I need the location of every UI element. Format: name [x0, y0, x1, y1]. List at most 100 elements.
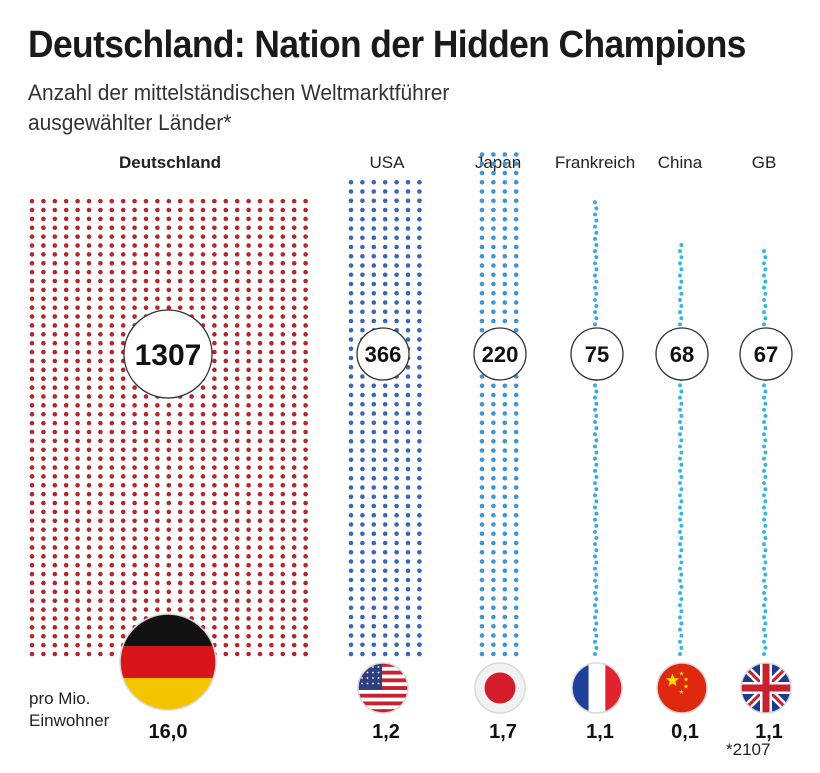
unit-dot — [491, 633, 496, 638]
unit-dot — [303, 554, 308, 559]
unit-dot — [594, 633, 599, 638]
unit-dot — [762, 542, 766, 547]
unit-dot — [678, 481, 682, 486]
unit-dot — [98, 429, 103, 435]
unit-dot — [200, 429, 206, 435]
unit-dot — [212, 429, 217, 435]
unit-dot — [223, 482, 229, 488]
unit-dot — [166, 287, 172, 293]
unit-dot — [679, 279, 684, 284]
unit-dot — [593, 224, 597, 229]
unit-dot — [679, 438, 684, 443]
unit-dot — [98, 198, 103, 204]
unit-dot — [348, 272, 354, 278]
unit-dot — [223, 385, 229, 390]
unit-dot — [360, 503, 365, 509]
unit-dot — [502, 475, 508, 481]
unit-dot — [291, 642, 297, 648]
unit-dot — [678, 590, 682, 595]
unit-dot — [291, 633, 297, 639]
unit-dot — [52, 429, 58, 435]
unit-dot — [513, 651, 519, 657]
unit-dot — [212, 234, 217, 239]
unit-dot — [200, 305, 206, 310]
unit-dot — [491, 179, 496, 185]
unit-dot — [382, 448, 388, 453]
unit-dot — [257, 554, 263, 559]
unit-dot — [223, 429, 229, 435]
unit-dot — [479, 244, 485, 250]
unit-dot — [394, 272, 399, 278]
unit-dot — [269, 323, 274, 328]
unit-dot — [479, 235, 485, 241]
unit-dot — [246, 358, 251, 364]
unit-dot — [120, 314, 126, 319]
unit-dot — [348, 374, 354, 379]
unit-dot — [502, 457, 508, 463]
unit-dot — [86, 438, 92, 444]
unit-dot — [291, 225, 297, 231]
unit-dot — [41, 340, 46, 346]
unit-dot — [234, 438, 240, 444]
unit-dot — [593, 432, 597, 437]
unit-dot — [371, 651, 377, 657]
unit-dot — [212, 225, 217, 231]
unit-dot — [257, 243, 263, 248]
unit-dot — [303, 571, 308, 577]
unit-dot — [513, 438, 519, 444]
unit-dot — [257, 287, 263, 293]
unit-dot — [109, 633, 115, 639]
unit-dot — [41, 385, 46, 390]
unit-dot — [132, 403, 137, 408]
unit-dot — [29, 394, 35, 399]
unit-dot — [86, 589, 92, 595]
unit-dot — [63, 625, 69, 630]
unit-dot — [269, 447, 274, 453]
unit-dot — [52, 198, 58, 204]
unit-dot — [200, 527, 206, 532]
unit-dot — [41, 607, 46, 612]
unit-dot — [223, 651, 229, 657]
unit-dot — [109, 545, 115, 550]
unit-dot — [291, 509, 297, 515]
unit-dot — [479, 485, 485, 490]
unit-dot — [98, 509, 103, 515]
unit-dot — [513, 549, 519, 555]
unit-dot — [491, 540, 496, 546]
unit-dot — [212, 198, 217, 204]
unit-dot — [291, 411, 297, 417]
unit-dot — [679, 426, 684, 431]
unit-dot — [280, 305, 286, 310]
unit-dot — [513, 207, 519, 213]
unit-dot — [762, 652, 766, 656]
unit-dot — [394, 577, 399, 583]
unit-dot — [479, 207, 485, 213]
unit-dot — [679, 645, 684, 650]
unit-dot — [63, 403, 69, 408]
unit-dot — [189, 198, 194, 204]
unit-dot — [132, 243, 137, 248]
unit-dot — [479, 522, 485, 527]
unit-dot — [269, 225, 274, 231]
unit-dot — [382, 623, 388, 629]
unit-dot — [763, 560, 768, 565]
unit-dot — [98, 305, 103, 310]
unit-dot — [502, 448, 508, 453]
unit-dot — [491, 170, 496, 176]
unit-dot — [502, 179, 508, 185]
unit-dot — [29, 580, 35, 586]
unit-dot — [234, 518, 240, 524]
unit-dot — [189, 607, 194, 612]
unit-dot — [405, 327, 411, 333]
unit-dot — [371, 198, 377, 204]
unit-dot — [502, 207, 508, 213]
unit-dot — [763, 572, 768, 577]
unit-dot — [382, 438, 388, 444]
unit-dot — [143, 225, 149, 231]
unit-dot — [166, 456, 172, 461]
unit-dot — [155, 518, 160, 524]
category-label-deutschland: Deutschland — [119, 153, 221, 172]
unit-dot — [513, 300, 519, 305]
unit-dot — [269, 598, 274, 604]
